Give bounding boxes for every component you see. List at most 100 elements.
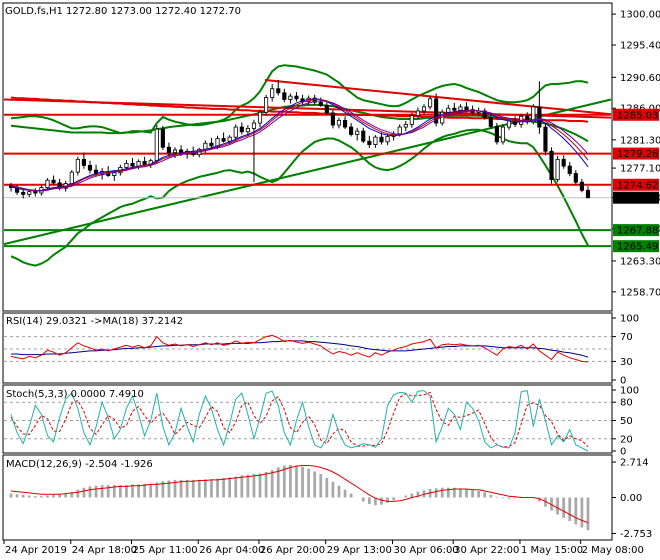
macd-panel: 2.714 0.00 -2.753 MACD(12,26,9) -2.504 -1.…: [2, 454, 652, 541]
main-price-panel: 1300.001295.401290.601286.001281.301277.…: [2, 2, 660, 312]
candle-body: [69, 171, 74, 184]
price-levels: [4, 113, 611, 248]
moving-average-line: [10, 100, 589, 192]
candle-body: [154, 128, 159, 162]
time-tick-label: 29 Apr 13:00: [327, 545, 392, 556]
candle-body: [452, 107, 457, 111]
candle-body: [421, 106, 427, 112]
candle-body: [21, 191, 26, 195]
candle-body: [403, 123, 408, 128]
candle-body: [427, 98, 433, 108]
candle-body: [555, 158, 560, 180]
candle-body: [342, 119, 348, 128]
candle-body: [500, 126, 506, 143]
time-tick-label: 1 May 15:00: [521, 545, 583, 556]
candle-body: [203, 142, 208, 150]
candle-body: [209, 142, 214, 147]
candle-body: [355, 130, 360, 135]
candle-body: [142, 160, 147, 166]
price-tick-label: 1300.00: [620, 10, 660, 21]
candle-body: [288, 95, 293, 100]
candle-body: [482, 110, 487, 119]
trend-line: [264, 79, 612, 116]
candle-body: [318, 101, 323, 106]
bollinger-bands: [10, 64, 589, 267]
candle-body: [239, 126, 244, 133]
stoch-lines: [10, 390, 589, 452]
candle-body: [537, 106, 542, 128]
candle-body: [227, 136, 232, 142]
time-tick-label: 30 Apr 22:00: [454, 545, 519, 556]
price-level-tag-label: 1285.03: [617, 110, 658, 121]
candle-body: [324, 105, 329, 114]
candle-body: [215, 138, 220, 147]
candle-body: [136, 160, 141, 167]
price-tick-label: 1277.10: [620, 164, 660, 175]
time-tick-label: 30 Apr 06:00: [393, 545, 458, 556]
time-tick-label: 24 Apr 2019: [5, 545, 67, 556]
time-tick-label: 25 Apr 11:00: [132, 545, 197, 556]
stoch-tick-label: 80: [620, 398, 633, 409]
time-tick-label: 26 Apr 04:00: [199, 545, 264, 556]
candle-body: [446, 107, 451, 113]
macd-signal-line: [10, 465, 589, 524]
candle-body: [45, 179, 50, 188]
stoch-signal-line: [10, 391, 589, 448]
stoch-tick-label: 0: [620, 447, 626, 458]
candle-body: [336, 119, 342, 126]
candle-body: [93, 169, 99, 175]
price-level-tag-label: 1279.26: [617, 149, 658, 160]
price-level-tag-label: 1265.49: [617, 242, 658, 253]
macd-axis: 2.714 0.00 -2.753: [612, 458, 652, 540]
moving-averages: [10, 98, 589, 192]
stoch-header: Stoch(5,3,3) 0.0000 7.4910: [6, 389, 144, 400]
main-header: GOLD.fs,H1 1272.80 1273.00 1272.40 1272.…: [5, 6, 241, 17]
time-tick-label: 2 May 08:00: [582, 545, 644, 556]
candle-body: [87, 165, 93, 171]
candle-body: [579, 181, 584, 191]
time-tick-label: 26 Apr 20:00: [260, 545, 325, 556]
price-tick-label: 1295.40: [620, 41, 660, 52]
price-level-tag: [613, 224, 659, 237]
stoch-tick-label: 100: [620, 386, 639, 397]
candle-body: [494, 126, 499, 143]
candle-body: [531, 106, 536, 123]
macd-tick-label: 0.00: [620, 493, 642, 504]
candle-body: [75, 158, 80, 173]
macd-tick-label: -2.753: [620, 529, 652, 540]
candle-body: [112, 172, 117, 176]
stoch-panel-frame: [2, 384, 613, 454]
band-line: [10, 128, 589, 267]
rsi-panel: 100 70 30 0 RSI(14) 29.0321 ->MA(18) 37.214…: [2, 312, 639, 387]
candle-body: [221, 138, 226, 142]
rsi-tick-label: 100: [620, 314, 639, 325]
moving-average-line: [10, 99, 589, 192]
candle-body: [379, 136, 384, 143]
candle-body: [397, 126, 402, 135]
candle-body: [233, 126, 238, 138]
main-panel-frame: [2, 2, 613, 312]
rsi-lines: [10, 334, 589, 363]
candle-body: [434, 98, 439, 124]
candle-body: [409, 115, 414, 125]
stoch-tick-label: 20: [620, 434, 633, 445]
price-tick-label: 1281.30: [620, 135, 660, 146]
price-level-tag: [613, 178, 659, 191]
candle-body: [385, 136, 390, 143]
macd-tick-label: 2.714: [620, 458, 649, 469]
candle-body: [330, 112, 335, 126]
price-level-tag: [613, 108, 659, 121]
band-line: [10, 64, 589, 135]
rsi-tick-label: 0: [620, 376, 626, 387]
candle-body: [361, 130, 366, 142]
candle-body: [367, 140, 372, 145]
candle-body: [245, 128, 250, 133]
candle-body: [573, 173, 578, 183]
candle-body: [585, 189, 591, 199]
candle-body: [264, 97, 269, 113]
rsi-axis: 100 70 30 0: [612, 314, 639, 387]
